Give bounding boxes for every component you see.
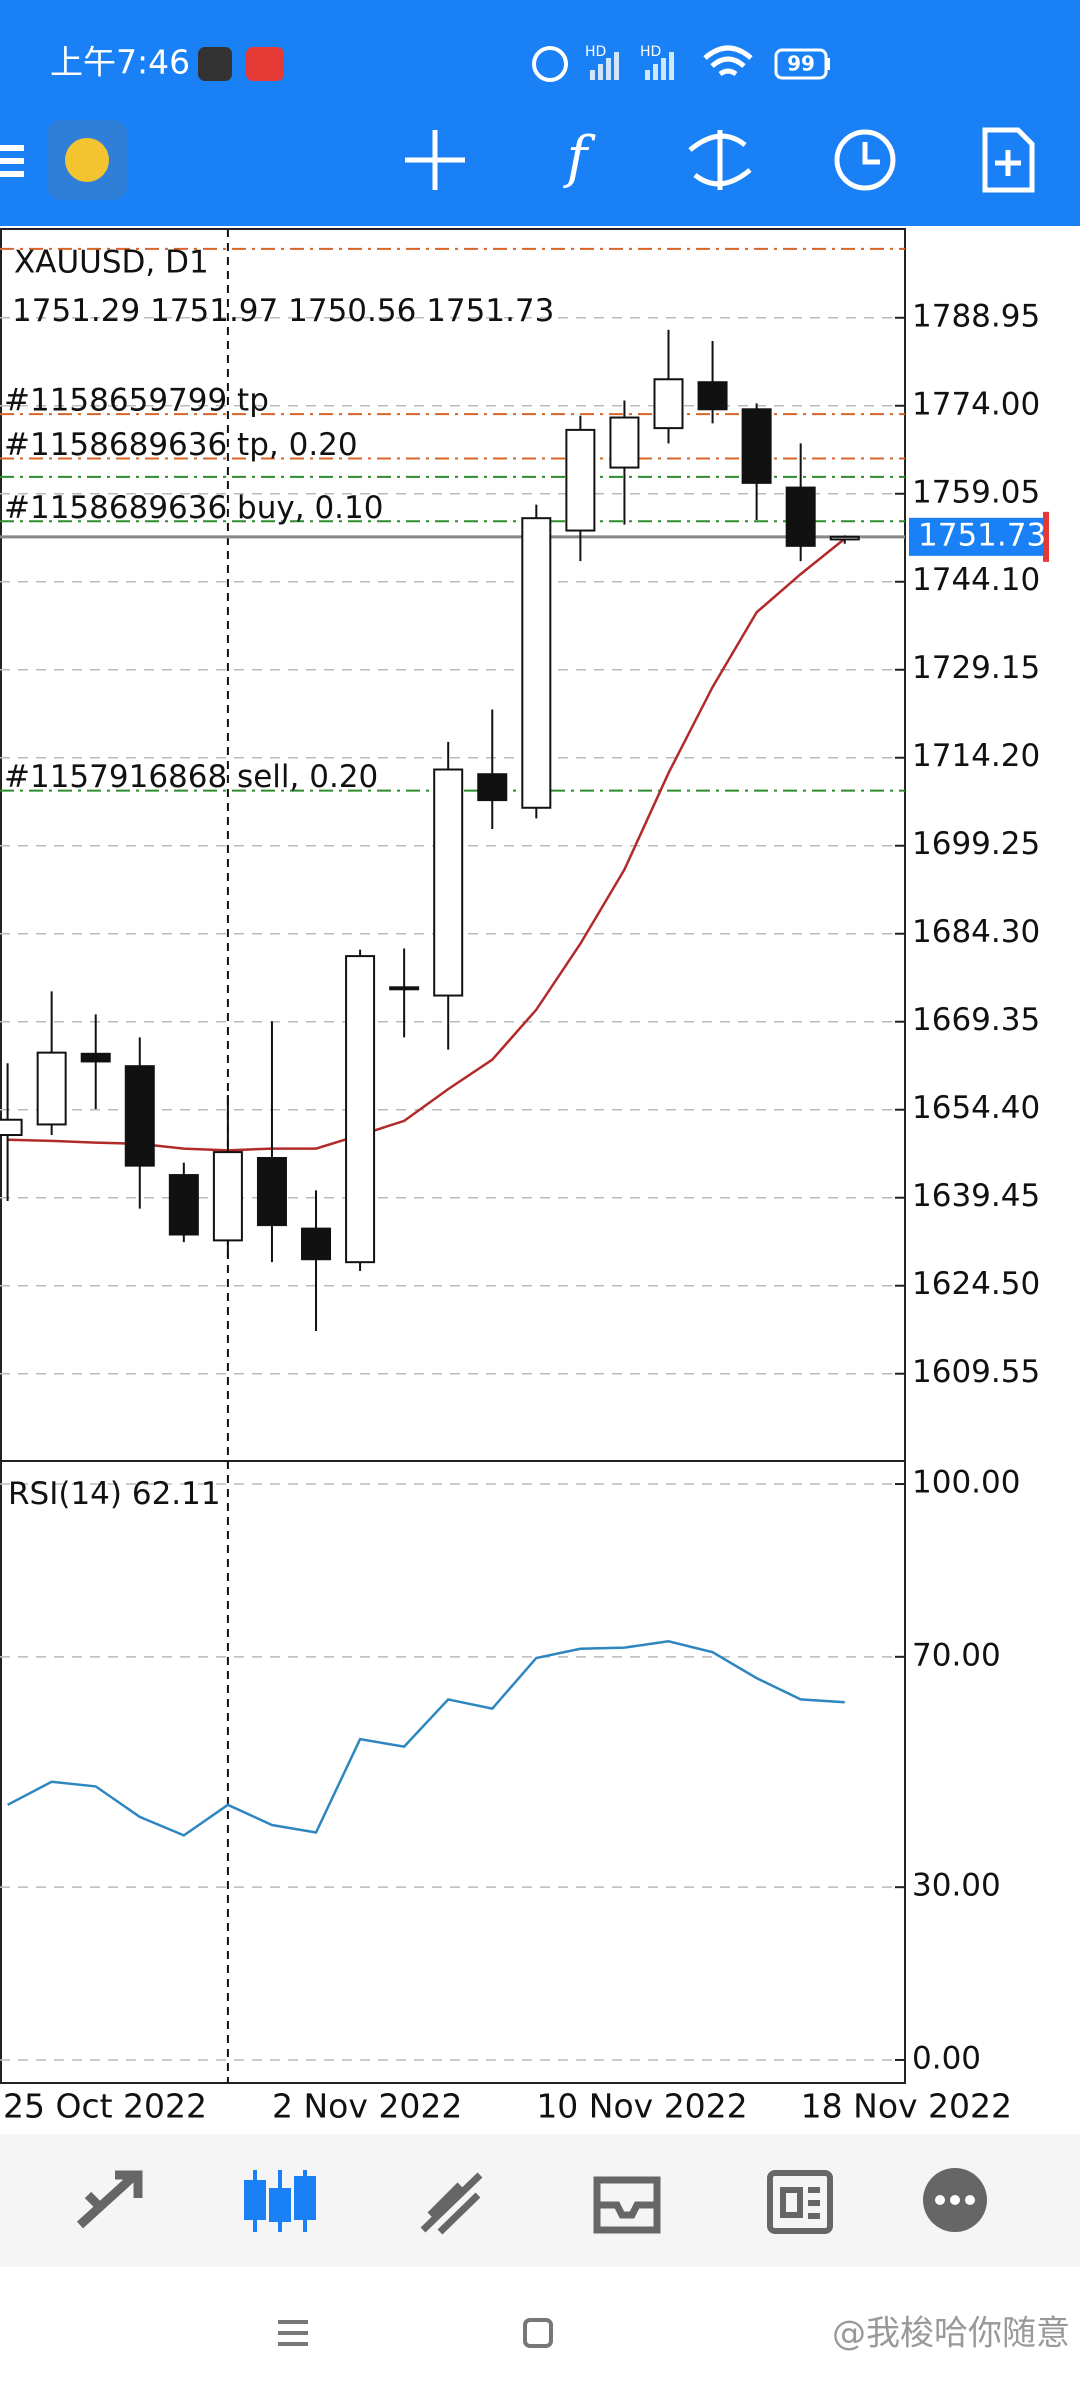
candle-body bbox=[477, 773, 508, 802]
battery-tip bbox=[826, 58, 830, 70]
candle-body bbox=[829, 535, 860, 541]
x-tick-label: 10 Nov 2022 bbox=[536, 2087, 747, 2126]
y-tick-label: 1654.40 bbox=[912, 1090, 1040, 1126]
watermark: @我梭哈你随意 bbox=[832, 2314, 1070, 2354]
y-tick-label: 70.00 bbox=[912, 1637, 1001, 1673]
ohlc-readout: 1751.29 1751.97 1750.56 1751.73 bbox=[12, 293, 554, 329]
x-tick-label: 2 Nov 2022 bbox=[272, 2087, 462, 2126]
trade-tab[interactable] bbox=[420, 2172, 483, 2235]
y-tick-label: 1639.45 bbox=[912, 1178, 1040, 1214]
quotes-tab[interactable] bbox=[76, 2170, 143, 2229]
candle-body bbox=[521, 517, 552, 809]
moving-average bbox=[7, 537, 846, 1152]
x-tick-label: 18 Nov 2022 bbox=[801, 2087, 1012, 2126]
y-tick-label: 1609.55 bbox=[912, 1354, 1040, 1390]
candle-body bbox=[433, 768, 464, 997]
system-home[interactable] bbox=[523, 2318, 553, 2348]
low-value: 1750.56 bbox=[288, 293, 416, 329]
candle-body bbox=[80, 1052, 111, 1063]
y-tick-label: 1624.50 bbox=[912, 1266, 1040, 1302]
y-tick-label: 1684.30 bbox=[912, 914, 1040, 950]
candle-body bbox=[653, 378, 684, 430]
x-tick-label: 25 Oct 2022 bbox=[3, 2087, 207, 2126]
candle-body bbox=[256, 1156, 287, 1227]
rsi-line bbox=[7, 1639, 845, 1837]
signal-icon bbox=[590, 52, 619, 80]
new-order-button[interactable] bbox=[982, 127, 1035, 193]
price-box-edge bbox=[1043, 511, 1049, 562]
close-value: 1751.73 bbox=[426, 293, 554, 329]
news-tab[interactable] bbox=[767, 2170, 833, 2234]
network-label: HD bbox=[640, 44, 661, 60]
candle-body bbox=[697, 381, 728, 411]
rsi-name: RSI(14) bbox=[8, 1476, 122, 1512]
current-price: 1751.73 bbox=[918, 517, 1046, 553]
history-tab[interactable] bbox=[593, 2176, 661, 2234]
candle-body bbox=[168, 1174, 199, 1236]
y-tick-label: 1669.35 bbox=[912, 1002, 1040, 1038]
candle-body bbox=[212, 1151, 243, 1242]
y-tick-label: 1714.20 bbox=[912, 738, 1040, 774]
menu-button[interactable] bbox=[0, 145, 24, 177]
system-menu[interactable] bbox=[278, 2320, 308, 2346]
candle-body bbox=[741, 408, 772, 484]
candle-body bbox=[124, 1065, 155, 1167]
status-icon bbox=[246, 47, 284, 81]
y-tick-label: 1774.00 bbox=[912, 386, 1040, 422]
y-tick-label: 100.00 bbox=[912, 1465, 1020, 1501]
order-label: #1158689636 buy, 0.10 bbox=[4, 490, 383, 526]
chart-layer: 1788.95 1774.00 1759.05 1744.10 1729.15 1714.… bbox=[0, 229, 1049, 2126]
rsi-value: 62.11 bbox=[132, 1476, 221, 1512]
order-label: #1157916868 sell, 0.20 bbox=[4, 759, 378, 795]
candle-body bbox=[0, 1118, 23, 1137]
chart-tab[interactable] bbox=[244, 2170, 316, 2232]
top-bar bbox=[0, 0, 1080, 226]
rsi-title: RSI(14) 62.11 bbox=[8, 1476, 221, 1512]
candle-body bbox=[36, 1051, 67, 1126]
chat-tab[interactable] bbox=[923, 2168, 987, 2232]
wifi-icon bbox=[703, 45, 753, 77]
candle-body bbox=[301, 1227, 332, 1261]
app-logo-mark bbox=[65, 138, 109, 182]
candle-body bbox=[609, 416, 640, 469]
status-icon bbox=[198, 47, 232, 81]
timeframe-button[interactable] bbox=[834, 129, 896, 191]
status-time: 上午7:46 bbox=[50, 43, 190, 82]
order-label: #1158659799 tp bbox=[4, 383, 269, 419]
signal-icon bbox=[645, 52, 674, 80]
y-tick-label: 1759.05 bbox=[912, 474, 1040, 510]
price-box bbox=[909, 517, 1043, 556]
alarm-icon bbox=[532, 46, 568, 82]
y-tick-label: 1744.10 bbox=[912, 562, 1040, 598]
candle-body bbox=[565, 428, 596, 532]
bottom-nav bbox=[0, 2134, 1080, 2267]
crosshair-button[interactable] bbox=[405, 130, 465, 190]
battery-level: 99 bbox=[787, 52, 815, 76]
candle-body bbox=[785, 486, 816, 547]
candle-body bbox=[345, 955, 376, 1264]
y-tick-label: 0.00 bbox=[912, 2040, 981, 2076]
open-value: 1751.29 bbox=[12, 293, 140, 329]
chat-dot bbox=[965, 2195, 975, 2205]
y-tick-label: 1699.25 bbox=[912, 826, 1040, 862]
order-label: #1158689636 tp, 0.20 bbox=[4, 427, 358, 463]
chart-title: XAUUSD, D1 bbox=[14, 245, 209, 281]
candle-body bbox=[389, 986, 420, 991]
network-label: HD bbox=[585, 44, 606, 60]
y-tick-label: 1729.15 bbox=[912, 650, 1040, 686]
high-value: 1751.97 bbox=[150, 293, 278, 329]
y-tick-label: 1788.95 bbox=[912, 298, 1040, 334]
chat-dot bbox=[935, 2195, 945, 2205]
trade-button[interactable] bbox=[688, 130, 752, 190]
chat-dot bbox=[950, 2195, 960, 2205]
y-tick-label: 30.00 bbox=[912, 1868, 1001, 1904]
chart-frame bbox=[0, 228, 906, 2084]
